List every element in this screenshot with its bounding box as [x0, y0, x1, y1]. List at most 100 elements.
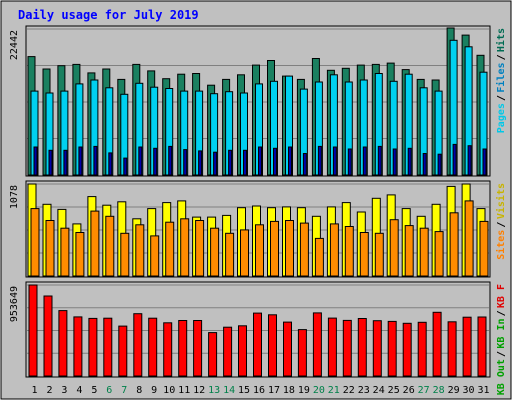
bar-kb-f-2 [43, 295, 53, 377]
x-tick-label-23: 23 [358, 385, 370, 396]
x-tick-label-17: 17 [268, 385, 280, 396]
x-tick-label-29: 29 [448, 385, 460, 396]
bar-pages-25 [392, 148, 397, 176]
legend-separator: / [496, 310, 507, 316]
bar-pages-2 [48, 149, 53, 176]
bars [28, 284, 487, 377]
chart-title: Daily usage for July 2019 [18, 8, 199, 22]
x-tick-label-11: 11 [178, 385, 190, 396]
bar-pages-1 [33, 146, 38, 176]
bar-kb-f-16 [253, 312, 262, 377]
x-tick-label-28: 28 [433, 385, 445, 396]
bar-kb-f-12 [193, 320, 203, 377]
bar-pages-17 [273, 147, 277, 176]
bar-kb-f-18 [283, 321, 292, 377]
y-max-label: 22442 [9, 30, 20, 60]
x-tick-label-6: 6 [106, 385, 112, 396]
bar-sites-24 [374, 232, 384, 277]
bar-sites-2 [45, 220, 55, 277]
bar-kb-f-13 [208, 332, 218, 377]
x-tick-label-14: 14 [223, 385, 235, 396]
x-tick-label-30: 30 [462, 385, 474, 396]
bar-sites-16 [255, 224, 264, 277]
bar-kb-f-8 [133, 313, 143, 377]
bar-sites-21 [329, 223, 339, 277]
bar-sites-29 [449, 212, 459, 277]
x-tick-label-5: 5 [91, 385, 97, 396]
legend: KB F / KB In / KB Out [496, 284, 507, 395]
bar-pages-28 [437, 153, 442, 176]
x-tick-label-18: 18 [283, 385, 295, 396]
bar-kb-f-19 [297, 329, 307, 377]
bar-pages-10 [168, 145, 173, 176]
bar-pages-22 [347, 148, 352, 176]
bar-kb-f-30 [462, 316, 472, 377]
bar-pages-30 [467, 145, 472, 176]
bars [27, 183, 489, 277]
x-tick-label-9: 9 [151, 385, 157, 396]
bar-sites-9 [150, 235, 160, 277]
x-tick-label-3: 3 [61, 385, 67, 396]
legend: Visits / Sites [495, 183, 507, 260]
bar-pages-12 [198, 150, 203, 176]
x-tick-label-1: 1 [31, 385, 37, 396]
legend-entry: Visits [495, 183, 507, 219]
legend-entry: Pages [496, 103, 507, 133]
legend: Hits / Files / Pages [495, 28, 507, 133]
bar-sites-1 [30, 208, 40, 277]
bar-kb-f-10 [163, 322, 173, 377]
bar-pages-27 [422, 153, 427, 176]
bar-kb-f-1 [28, 284, 38, 377]
bar-kb-f-14 [223, 326, 233, 377]
bar-pages-5 [93, 145, 98, 176]
legend-separator: / [496, 351, 507, 357]
x-tick-label-2: 2 [46, 385, 52, 396]
bar-pages-9 [153, 147, 158, 176]
bar-sites-22 [344, 226, 354, 277]
legend-separator: / [496, 222, 507, 228]
x-tick-label-4: 4 [76, 385, 82, 396]
x-tick-label-20: 20 [313, 385, 325, 396]
bar-sites-4 [75, 232, 85, 277]
bar-pages-29 [452, 143, 457, 176]
bar-pages-21 [332, 146, 337, 176]
legend-entry: Sites [495, 230, 507, 260]
bar-kb-f-9 [148, 317, 158, 377]
bar-kb-f-20 [312, 312, 322, 377]
panel-2: 1078 Visits / Sites [9, 180, 507, 278]
bar-pages-11 [183, 149, 188, 176]
bar-pages-18 [288, 146, 292, 176]
legend-entry: KB Out [496, 359, 507, 395]
legend-entry: Files [495, 63, 507, 93]
panel-1: 22442 Hits / Files / Pages [9, 25, 507, 177]
bar-pages-7 [123, 157, 128, 176]
legend-entry: KB F [496, 284, 507, 308]
y-max-label: 953649 [9, 286, 20, 322]
legend-entry: Hits [495, 28, 507, 52]
bar-kb-f-15 [238, 325, 247, 377]
bar-sites-14 [225, 232, 235, 277]
legend-separator: / [496, 95, 507, 101]
bar-pages-15 [243, 149, 247, 176]
bar-sites-11 [180, 218, 190, 277]
bar-sites-13 [210, 227, 220, 277]
x-tick-label-10: 10 [163, 385, 175, 396]
bar-kb-f-27 [417, 321, 427, 377]
bar-sites-23 [359, 232, 369, 277]
bar-kb-f-23 [357, 318, 367, 377]
panel-3: 953649 KB F / KB In / KB Out [9, 281, 507, 395]
bar-sites-5 [90, 210, 100, 277]
x-tick-label-12: 12 [193, 385, 205, 396]
bar-sites-10 [165, 221, 175, 277]
bar-pages-19 [302, 153, 307, 176]
x-tick-label-22: 22 [343, 385, 355, 396]
bar-pages-6 [108, 152, 113, 176]
x-tick-label-24: 24 [373, 385, 385, 396]
bar-pages-4 [78, 146, 83, 176]
bar-sites-7 [120, 232, 130, 277]
bar-kb-f-11 [178, 320, 188, 377]
bar-kb-f-7 [118, 325, 128, 377]
